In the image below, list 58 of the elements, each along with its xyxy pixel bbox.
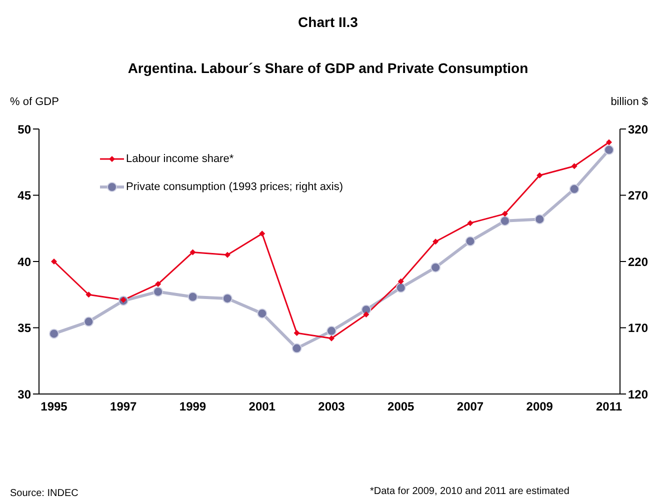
x-tick-label: 2001 bbox=[248, 400, 276, 414]
point bbox=[500, 216, 510, 226]
y2-axis-title: billion $ bbox=[610, 96, 648, 108]
y-tick-label: 50 bbox=[18, 122, 32, 136]
x-tick-label: 2005 bbox=[388, 400, 415, 414]
point bbox=[502, 210, 508, 217]
text: *Data for 2009, 2010 and 2011 are estimated bbox=[370, 486, 570, 497]
point bbox=[51, 258, 57, 264]
y-axis-title: % of GDP bbox=[10, 96, 59, 108]
point bbox=[294, 330, 300, 336]
x-tick-label: 1997 bbox=[110, 400, 138, 414]
point bbox=[465, 236, 476, 246]
point bbox=[155, 281, 162, 288]
legend-label: Private consumption (1993 prices; right axis) bbox=[126, 181, 344, 193]
point bbox=[259, 230, 266, 237]
point bbox=[536, 172, 543, 178]
point bbox=[224, 252, 230, 258]
point bbox=[86, 292, 92, 298]
x-tick-label: 1995 bbox=[40, 400, 68, 414]
point bbox=[398, 278, 404, 284]
point bbox=[430, 262, 441, 272]
source-note: Source: INDEC bbox=[10, 488, 78, 499]
point bbox=[328, 335, 334, 342]
y2-tick-label: 270 bbox=[628, 188, 648, 203]
y-tick-label: 40 bbox=[18, 254, 32, 269]
y2-tick-label: 320 bbox=[628, 122, 648, 136]
x-tick-label: 2003 bbox=[318, 400, 346, 414]
point bbox=[257, 308, 268, 318]
x-tick-label: 2009 bbox=[526, 400, 554, 414]
y2-tick-label: 120 bbox=[628, 387, 648, 402]
point bbox=[190, 249, 196, 256]
point bbox=[604, 144, 614, 155]
point bbox=[222, 293, 232, 304]
point bbox=[188, 292, 198, 302]
legend-label: Labour income share* bbox=[126, 153, 234, 165]
point bbox=[467, 220, 474, 226]
y-tick-label: 35 bbox=[18, 321, 32, 336]
chart-subtitle: Argentina. Labour´s Share of GDP and Private Consumption bbox=[126, 60, 530, 76]
x-tick-label: 2011 bbox=[596, 400, 622, 414]
chart-title: Chart II.3 bbox=[297, 14, 359, 30]
point bbox=[292, 343, 302, 354]
point bbox=[571, 163, 578, 170]
point bbox=[84, 316, 94, 327]
point bbox=[606, 139, 612, 146]
point bbox=[569, 184, 580, 194]
point bbox=[534, 214, 545, 224]
x-tick-label: 1999 bbox=[179, 400, 206, 414]
point bbox=[49, 328, 59, 339]
y2-tick-label: 220 bbox=[628, 254, 648, 269]
point bbox=[363, 312, 370, 318]
y-tick-label: 45 bbox=[18, 188, 32, 203]
point bbox=[432, 238, 439, 245]
point bbox=[153, 286, 164, 297]
point bbox=[326, 326, 336, 336]
y-tick-label: 30 bbox=[18, 387, 32, 402]
point bbox=[396, 282, 406, 293]
y2-tick-label: 170 bbox=[628, 321, 648, 336]
x-tick-label: 2007 bbox=[456, 400, 484, 414]
